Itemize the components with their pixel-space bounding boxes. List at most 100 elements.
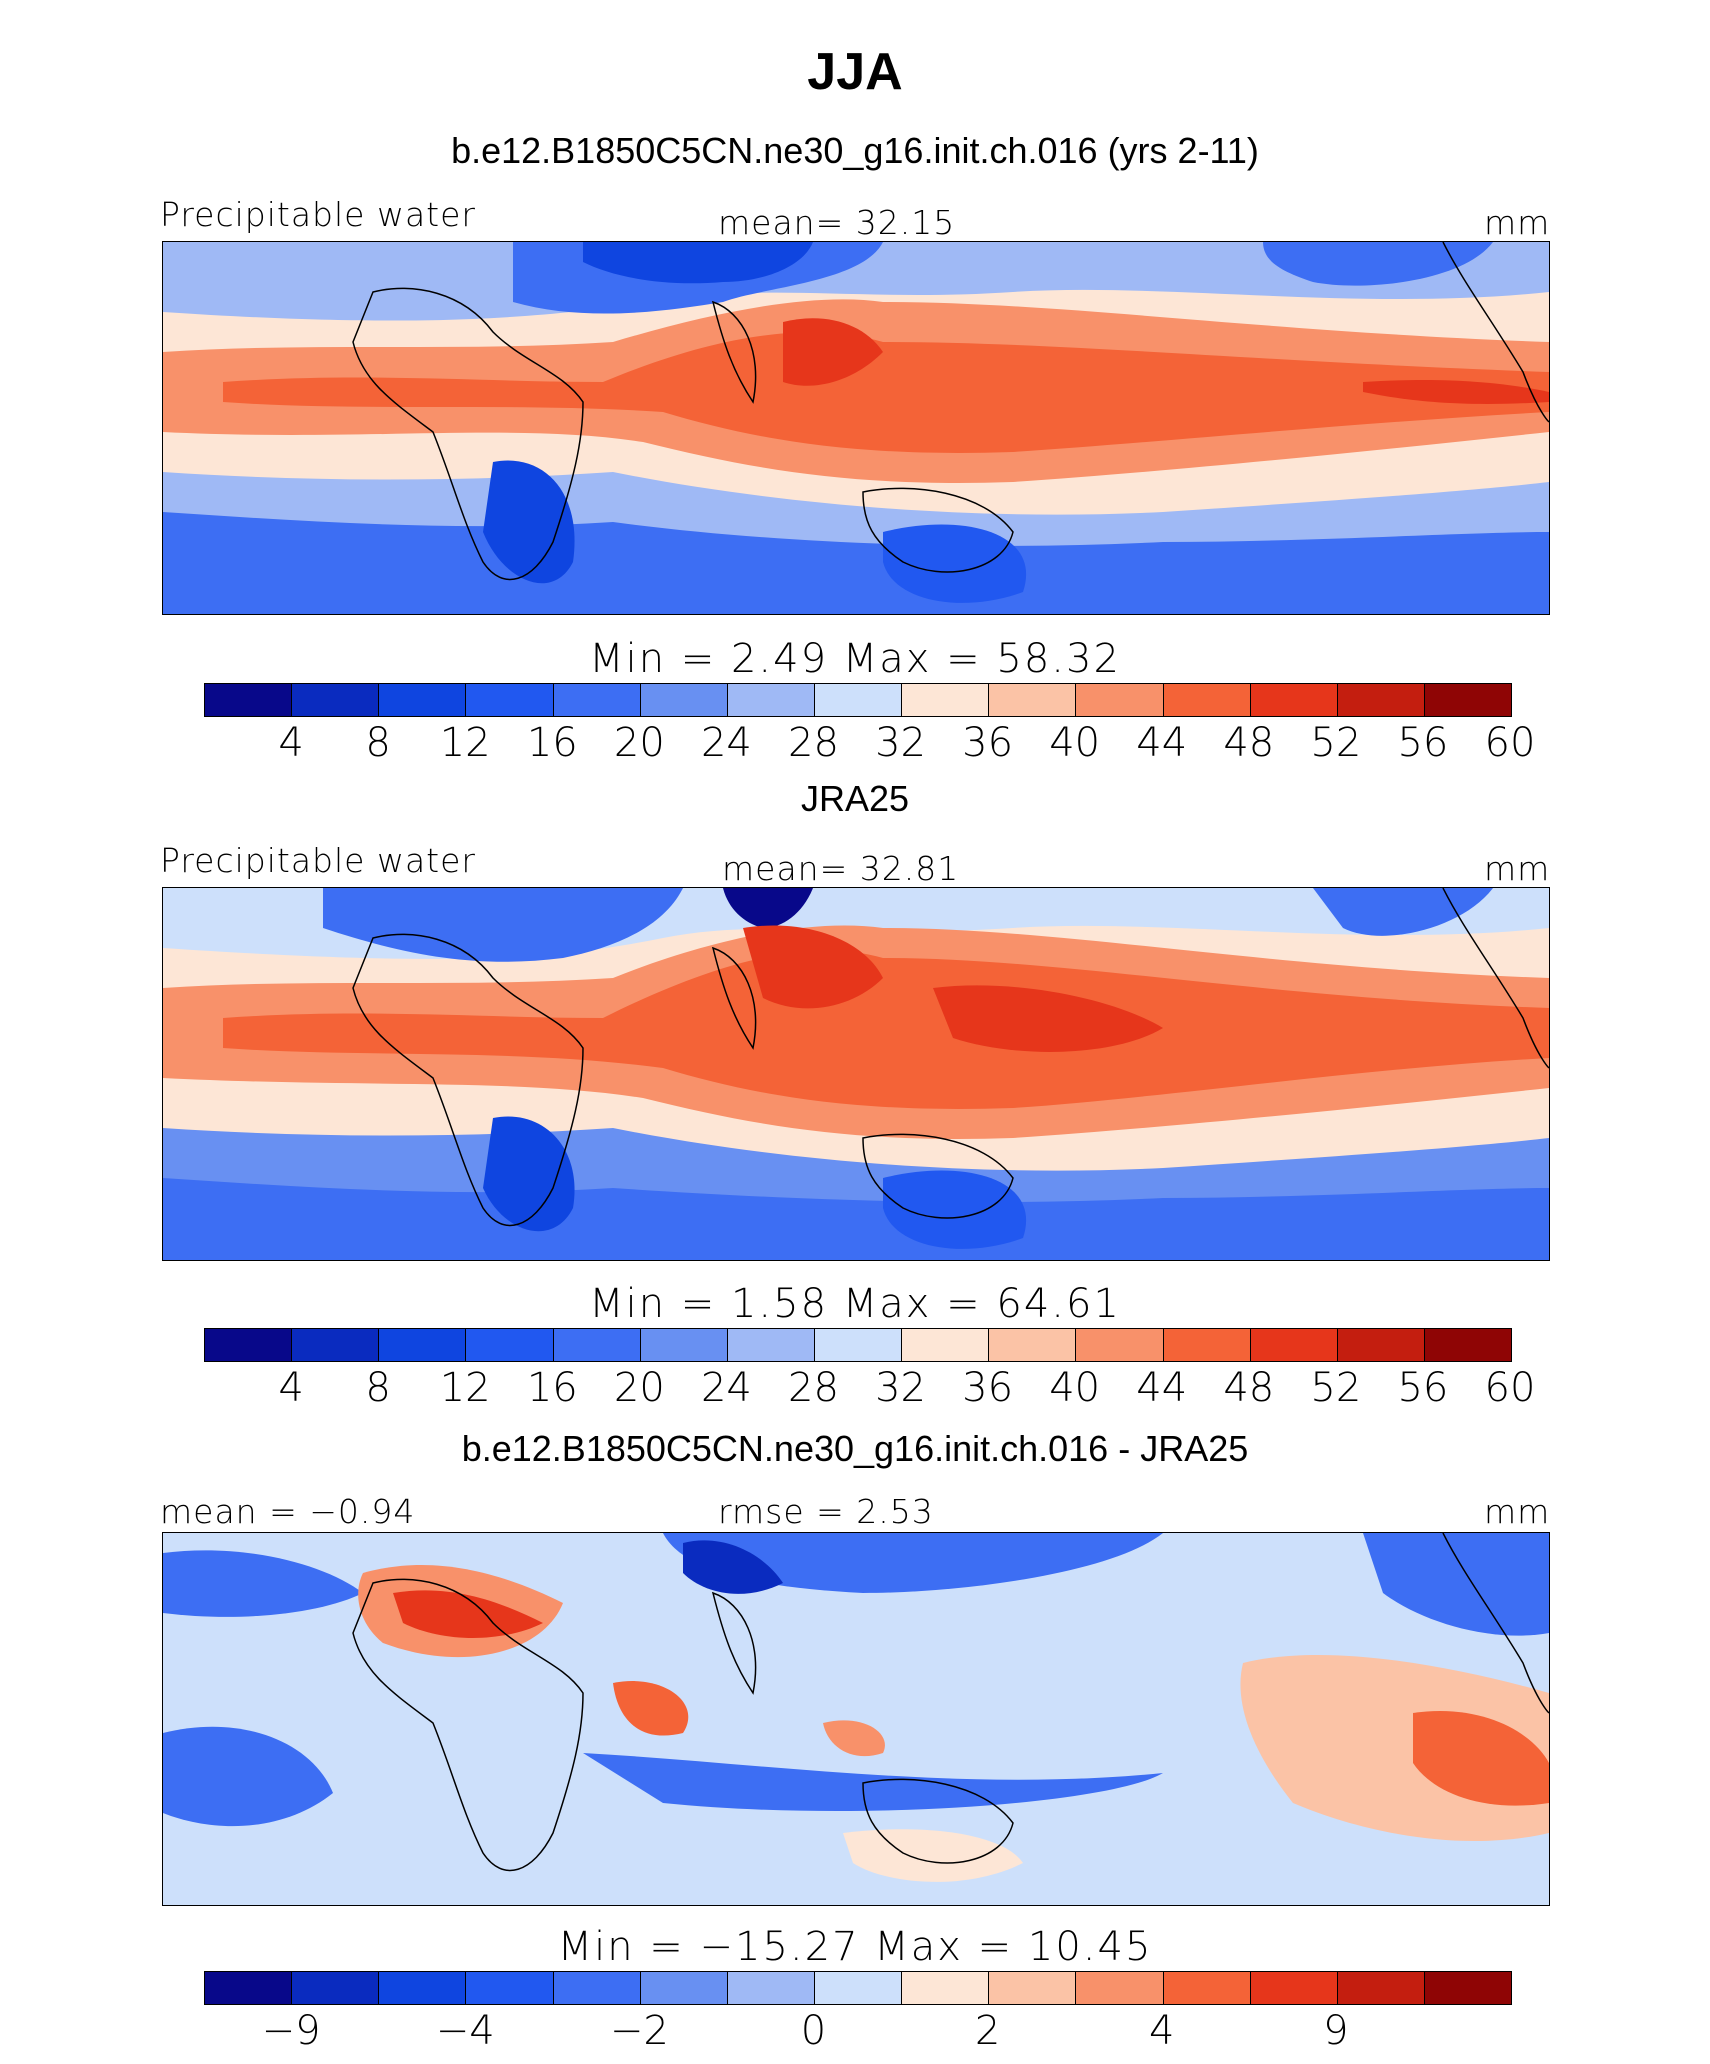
- colorbar-swatch: [1250, 1329, 1338, 1361]
- panel2-title: JRA25: [800, 778, 910, 819]
- colorbar-swatch: [205, 684, 293, 716]
- colorbar-swatch: [989, 1329, 1077, 1361]
- colorbar-swatch: [1337, 684, 1425, 716]
- colorbar-tick-label: 60: [1484, 1365, 1536, 1411]
- colorbar-tick-label: 36: [962, 720, 1014, 766]
- colorbar-swatch: [640, 1329, 728, 1361]
- colorbar-tick-label: 56: [1397, 1365, 1449, 1411]
- colorbar-tick-label: 9: [1323, 2008, 1349, 2054]
- colorbar-tick-label: 44: [1136, 1365, 1188, 1411]
- colorbar-swatch: [640, 1972, 728, 2004]
- colorbar-tick-label: 40: [1049, 720, 1101, 766]
- colorbar-tick-label: 40: [1049, 1365, 1101, 1411]
- panel3-minmax: Min = −15.27 Max = 10.45: [557, 1924, 1153, 1970]
- colorbar-tick-label: 48: [1223, 720, 1275, 766]
- figure-title: JJA: [807, 43, 903, 101]
- colorbar-tick-label: 12: [439, 720, 491, 766]
- colorbar-tick-label: 24: [700, 720, 752, 766]
- panel3-colorbar-ticks: −9 −4 −2 0 2 4 9: [0, 2008, 1710, 2056]
- colorbar-tick-label: −4: [435, 2008, 495, 2054]
- colorbar-swatch: [1424, 1329, 1512, 1361]
- colorbar-swatch: [902, 1329, 990, 1361]
- colorbar-tick-label: 8: [365, 720, 391, 766]
- colorbar-swatch: [1250, 1972, 1338, 2004]
- panel2-colorbar-ticks: 4 8 12 16 20 24 28 32 36 40 44 48 52 56 60: [0, 1365, 1710, 1413]
- panel1-mean-label: mean= 32.15: [718, 203, 956, 242]
- colorbar-tick-label: 28: [788, 720, 839, 766]
- colorbar-swatch: [814, 1329, 903, 1361]
- colorbar-swatch: [379, 684, 467, 716]
- colorbar-swatch: [553, 1972, 641, 2004]
- panel2-variable-label: Precipitable water: [160, 841, 476, 880]
- colorbar-tick-label: −2: [609, 2008, 669, 2054]
- colorbar-tick-label: 60: [1484, 720, 1536, 766]
- colorbar-swatch: [1163, 684, 1251, 716]
- colorbar-swatch: [640, 684, 728, 716]
- panel2-map: [162, 887, 1550, 1261]
- colorbar-swatch: [205, 1972, 293, 2004]
- colorbar-tick-label: 0: [800, 2008, 827, 2054]
- colorbar-swatch: [814, 684, 903, 716]
- colorbar-tick-label: 20: [613, 720, 665, 766]
- panel3-mean-label: mean = −0.94: [160, 1492, 416, 1531]
- panel1-minmax: Min = 2.49 Max = 58.32: [589, 636, 1121, 682]
- colorbar-swatch: [1076, 1329, 1164, 1361]
- colorbar-swatch: [292, 1329, 380, 1361]
- colorbar-swatch: [727, 1972, 815, 2004]
- colorbar-tick-label: 4: [278, 720, 304, 766]
- colorbar-swatch: [466, 684, 554, 716]
- colorbar-tick-label: 24: [700, 1365, 752, 1411]
- colorbar-swatch: [1337, 1972, 1425, 2004]
- colorbar-swatch: [553, 684, 641, 716]
- panel2-colorbar: [204, 1328, 1512, 1362]
- colorbar-tick-label: −9: [261, 2008, 321, 2054]
- colorbar-tick-label: 28: [788, 1365, 839, 1411]
- colorbar-swatch: [727, 684, 815, 716]
- colorbar-tick-label: 44: [1136, 720, 1188, 766]
- panel1-title: b.e12.B1850C5CN.ne30_g16.init.ch.016 (yr…: [451, 130, 1259, 171]
- colorbar-swatch: [1424, 684, 1512, 716]
- colorbar-tick-label: 48: [1223, 1365, 1275, 1411]
- colorbar-tick-label: 4: [1148, 2008, 1175, 2054]
- colorbar-swatch: [292, 684, 380, 716]
- panel3-colorbar: [204, 1971, 1512, 2005]
- colorbar-tick-label: 16: [526, 720, 578, 766]
- panel3-map: [162, 1532, 1550, 1906]
- colorbar-swatch: [1337, 1329, 1425, 1361]
- colorbar-swatch: [1424, 1972, 1512, 2004]
- colorbar-swatch: [379, 1972, 467, 2004]
- colorbar-tick-label: 2: [974, 2008, 1001, 2054]
- panel2-mean-label: mean= 32.81: [722, 849, 960, 888]
- colorbar-swatch: [1163, 1329, 1251, 1361]
- colorbar-swatch: [727, 1329, 815, 1361]
- panel1-colorbar: [204, 683, 1512, 717]
- colorbar-tick-label: 52: [1310, 1365, 1362, 1411]
- colorbar-tick-label: 36: [962, 1365, 1014, 1411]
- colorbar-swatch: [1076, 1972, 1164, 2004]
- panel2-units-label: mm: [1484, 849, 1551, 888]
- colorbar-tick-label: 8: [365, 1365, 391, 1411]
- colorbar-tick-label: 12: [439, 1365, 491, 1411]
- panel3-rmse-label: rmse = 2.53: [718, 1492, 934, 1531]
- colorbar-swatch: [466, 1329, 554, 1361]
- colorbar-swatch: [989, 684, 1077, 716]
- colorbar-swatch: [205, 1329, 293, 1361]
- colorbar-swatch: [1163, 1972, 1251, 2004]
- panel1-colorbar-ticks: 4 8 12 16 20 24 28 32 36 40 44 48 52 56 60: [0, 720, 1710, 768]
- colorbar-swatch: [292, 1972, 380, 2004]
- panel1-units-label: mm: [1484, 203, 1551, 242]
- colorbar-swatch: [989, 1972, 1077, 2004]
- panel1-variable-label: Precipitable water: [160, 195, 476, 234]
- panel3-title: b.e12.B1850C5CN.ne30_g16.init.ch.016 - J…: [461, 1428, 1249, 1469]
- colorbar-swatch: [902, 1972, 990, 2004]
- colorbar-tick-label: 20: [613, 1365, 665, 1411]
- colorbar-swatch: [553, 1329, 641, 1361]
- colorbar-swatch: [902, 684, 990, 716]
- colorbar-swatch: [466, 1972, 554, 2004]
- colorbar-tick-label: 56: [1397, 720, 1449, 766]
- panel1-map: [162, 241, 1550, 615]
- colorbar-swatch: [1076, 684, 1164, 716]
- panel3-units-label: mm: [1484, 1492, 1551, 1531]
- colorbar-tick-label: 4: [278, 1365, 304, 1411]
- colorbar-tick-label: 32: [875, 720, 926, 766]
